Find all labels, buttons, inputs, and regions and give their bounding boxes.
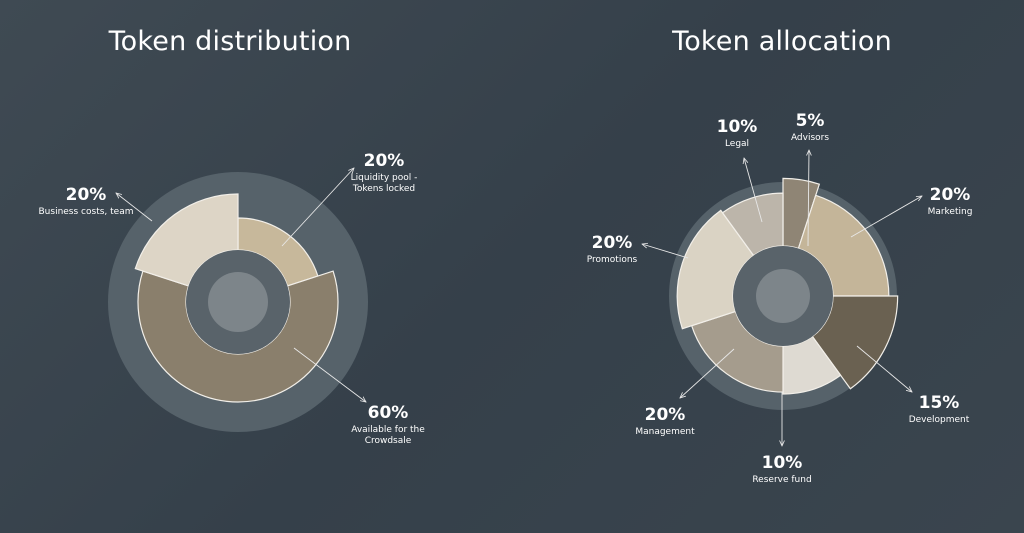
slice-name-label: Crowdsale	[365, 436, 412, 446]
callout-arrow	[642, 244, 689, 259]
callout-arrow	[680, 348, 735, 398]
slice-name-label: Management	[635, 427, 695, 437]
slice-name-label: Liquidity pool -	[351, 173, 418, 183]
slice-name-label: Tokens locked	[352, 184, 415, 194]
slice-name-label: Legal	[725, 139, 749, 149]
slice-name-label: Available for the	[351, 425, 425, 435]
chart-title: Token allocation	[672, 26, 892, 57]
slice-name-label: Marketing	[928, 207, 973, 217]
callout-arrow	[744, 158, 763, 223]
center-disc	[208, 272, 268, 332]
callout-arrow	[281, 168, 354, 247]
slice-percent-label: 20%	[645, 405, 686, 425]
slice-name-label: Promotions	[587, 255, 638, 265]
slice-percent-label: 5%	[796, 111, 825, 131]
slice-percent-label: 10%	[762, 453, 803, 473]
slice-name-label: Development	[909, 415, 970, 425]
slice-percent-label: 15%	[919, 393, 960, 413]
slice-percent-label: 20%	[930, 185, 971, 205]
slice-name-label: Reserve fund	[752, 475, 811, 485]
callout-arrow	[293, 347, 366, 402]
chart-title: Token distribution	[108, 26, 352, 57]
slice-percent-label: 20%	[592, 233, 633, 253]
callout-arrow	[850, 196, 922, 238]
callout-arrow	[808, 150, 809, 247]
slice-name-label: Advisors	[791, 133, 829, 143]
slice-percent-label: 60%	[368, 403, 409, 423]
callout-arrow	[856, 345, 912, 392]
token-allocation-chart: 5% Advisors 20% Marketing 15% Development 10% R…	[587, 111, 973, 485]
center-disc	[756, 269, 810, 323]
token-distribution-chart: 20% Liquidity pool -Tokens locked 60% Avail…	[39, 151, 425, 446]
slice-percent-label: 20%	[364, 151, 405, 171]
token-allocation-panel: Token allocation 5% Advisors 20% Marketing 1…	[512, 0, 1024, 533]
slice-percent-label: 10%	[717, 117, 758, 137]
slice-name-label: Business costs, team	[39, 207, 134, 217]
token-distribution-panel: Token distribution 20% Liquidity pool - To…	[39, 26, 425, 446]
slice-percent-label: 20%	[66, 185, 107, 205]
callout-arrow	[116, 193, 153, 222]
